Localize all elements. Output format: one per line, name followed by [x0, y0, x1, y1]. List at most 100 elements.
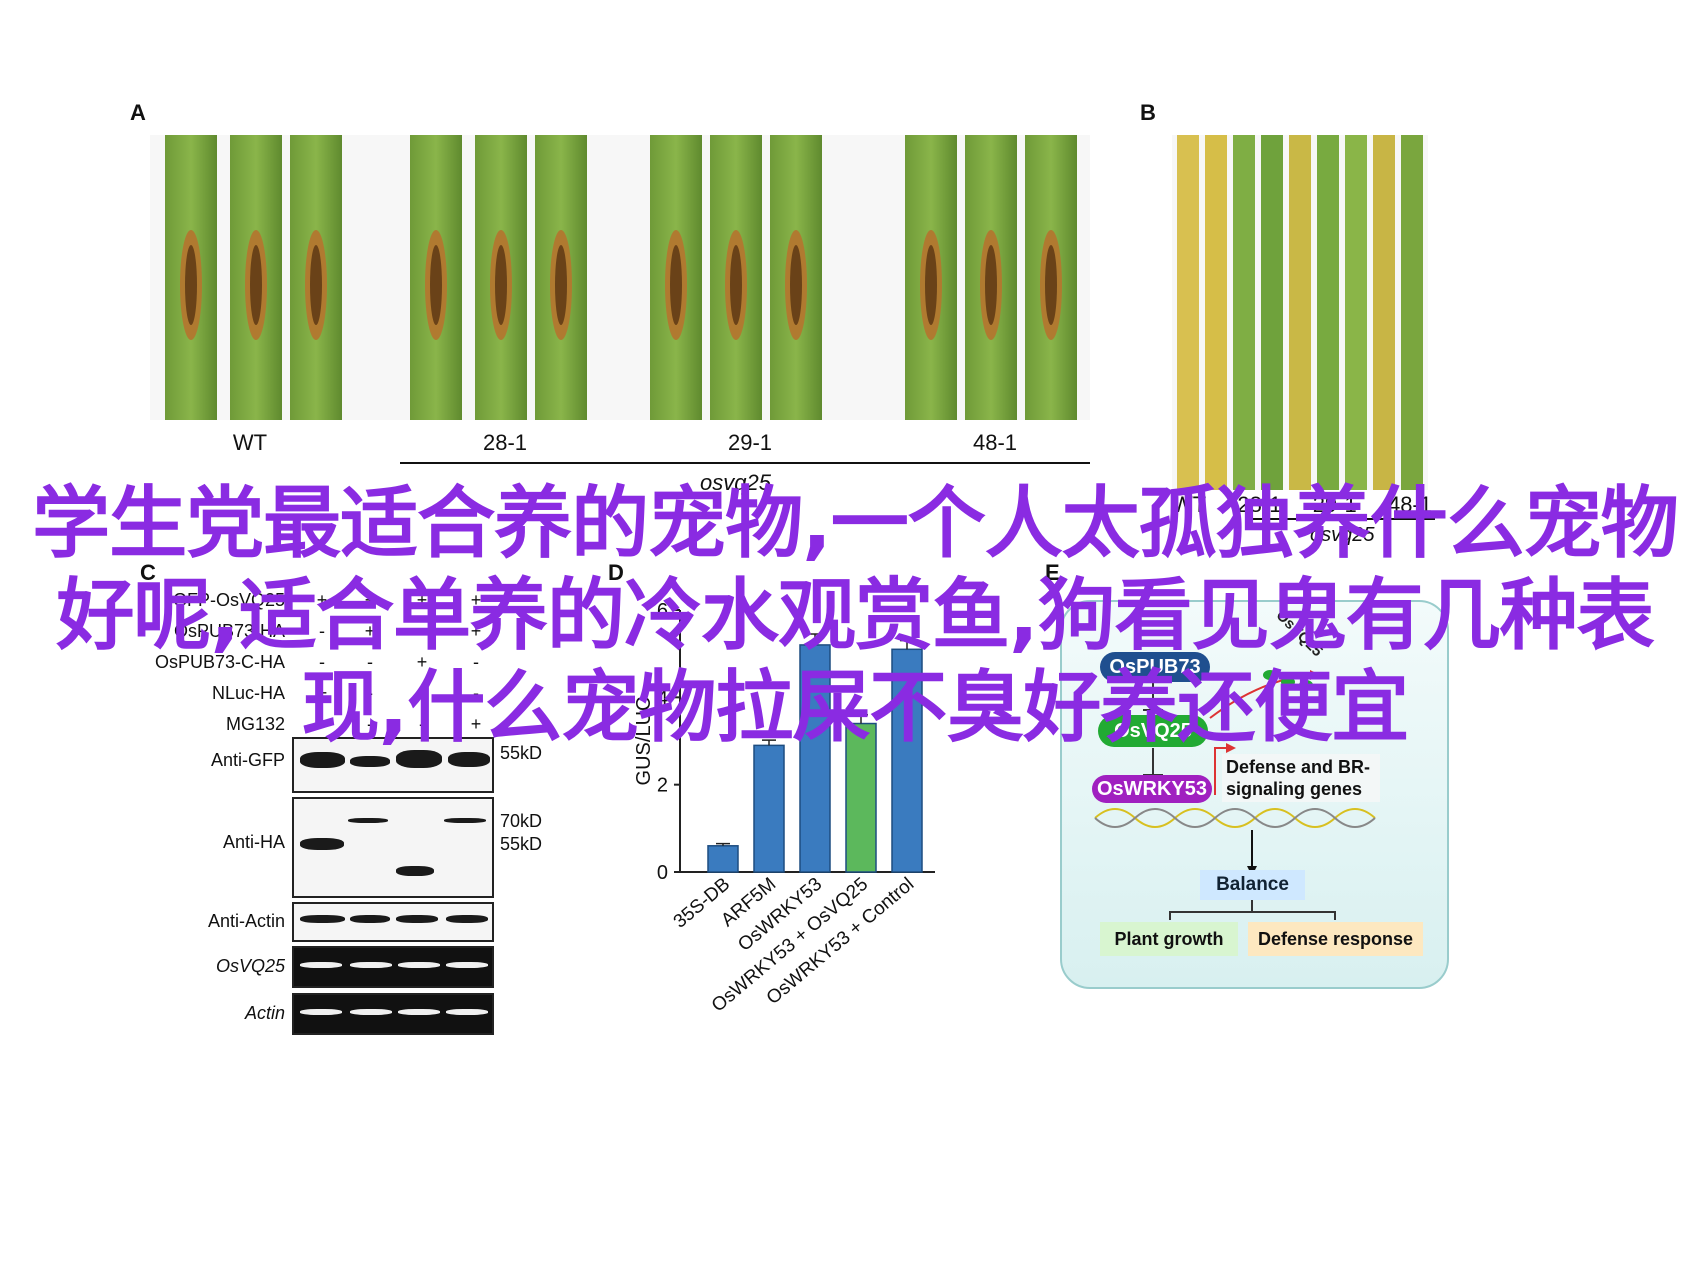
panel-label-c: C: [140, 560, 156, 585]
blot-band: [300, 838, 344, 850]
bar: [753, 744, 785, 873]
leaf-group-label-28-1: 28-1: [482, 430, 528, 455]
bar: [891, 648, 923, 873]
leaf-photo-b: [1172, 135, 1428, 490]
lesion-core: [730, 245, 742, 325]
marker-55kd-ha: 55kD: [500, 834, 543, 854]
blot-label-anti-gfp: Anti-GFP: [210, 750, 285, 770]
treatment-sign: +: [316, 683, 328, 703]
leaf-b: [1289, 135, 1311, 490]
treatment-sign: -: [319, 621, 325, 641]
blot-band: [396, 750, 442, 768]
blot-band: [350, 756, 390, 767]
blot-band: [446, 1009, 488, 1015]
node-defense-response: Defense response: [1248, 922, 1423, 956]
leaf-b: [1233, 135, 1255, 490]
group-label-osvq25-a: osvq25: [700, 470, 771, 495]
node-target-genes: Defense and BR-signaling genes: [1222, 754, 1380, 802]
leaf-b: [1373, 135, 1395, 490]
treatment-sign: -: [419, 714, 425, 734]
lesion-core: [985, 245, 997, 325]
treatment-sign: -: [367, 652, 373, 672]
leaf-b: [1345, 135, 1367, 490]
treatment-label: OsPUB73-C-HA: [154, 652, 285, 672]
treatment-sign: +: [416, 590, 428, 610]
treatment-sign: +: [364, 621, 376, 641]
treatment-label: MG132: [225, 714, 285, 734]
treatment-label: NLuc-HA: [211, 683, 285, 703]
lesion-core: [925, 245, 937, 325]
lesion-core: [250, 245, 262, 325]
blot-band: [300, 1009, 342, 1015]
treatment-label: GFP-OsVQ25: [172, 590, 285, 610]
node-ospub73: OsPUB73: [1100, 652, 1210, 682]
leaf-b: [1205, 135, 1227, 490]
leaf-group-label-48-1: 48-1: [972, 430, 1018, 455]
group-label-osvq25-b: osvq25: [1310, 524, 1375, 546]
blot-band: [448, 752, 490, 767]
treatment-sign: +: [316, 590, 328, 610]
lesion-core: [310, 245, 322, 325]
leaf-b-label-28-1: 28-1: [1237, 492, 1282, 517]
treatment-sign: -: [473, 683, 479, 703]
blot-band: [398, 962, 440, 968]
treatment-label: OsPUB73-HA: [173, 621, 285, 641]
node-oswrky53: OsWRKY53: [1092, 775, 1212, 803]
blot-band: [348, 818, 388, 823]
lesion-core: [495, 245, 507, 325]
blot-band: [350, 962, 392, 968]
blot-band: [350, 915, 390, 923]
treatment-sign: -: [473, 652, 479, 672]
y-tick-label: 2: [657, 775, 668, 797]
blot-band: [396, 915, 438, 923]
lesion-core: [1045, 245, 1057, 325]
leaf-b: [1177, 135, 1199, 490]
gel-label-osvq25: OsVQ25: [215, 956, 285, 976]
leaf-photo-b-graphic: [1177, 135, 1423, 490]
treatment-sign: +: [470, 714, 482, 734]
lesion-core: [185, 245, 197, 325]
y-tick-label: 6: [657, 600, 668, 622]
leaf-b-label-29-1: 29-1: [1312, 492, 1357, 517]
group-underline-a: [400, 462, 1090, 464]
blot-band: [398, 1009, 440, 1015]
blot-band: [444, 818, 486, 823]
treatment-sign: -: [319, 652, 325, 672]
blot-band: [350, 1009, 392, 1015]
node-osvq25: OsVQ25: [1098, 715, 1208, 747]
panel-label-b: B: [1140, 100, 1156, 125]
bar: [799, 644, 831, 873]
blot-label-anti-actin: Anti-Actin: [207, 911, 285, 931]
treatment-sign: -: [367, 714, 373, 734]
treatment-sign: -: [419, 683, 425, 703]
blot-band: [300, 752, 345, 768]
treatment-sign: +: [470, 621, 482, 641]
lesion-core: [430, 245, 442, 325]
lesion-core: [555, 245, 567, 325]
leaf-group-label-wt: WT: [232, 430, 268, 455]
overlay-title: 学生党最适合养的宠物,一个人太孤独养什么宠物好呢,适合单养的冷水观赏鱼,狗看见鬼…: [32, 479, 1679, 753]
y-tick-label: 0: [657, 862, 668, 884]
leaf-photo-a: [150, 135, 1090, 420]
leaf-photo-a-graphic: [165, 135, 1077, 420]
leaf-b: [1317, 135, 1339, 490]
y-axis-label: GUS/LUC: [633, 697, 655, 786]
y-tick-label: 4: [657, 687, 668, 709]
lesion-core: [670, 245, 682, 325]
treatment-sign: -: [319, 714, 325, 734]
leaf-b-label-wt: WT: [1172, 492, 1207, 517]
panel-label-d: D: [608, 560, 624, 585]
treatment-sign: -: [367, 683, 373, 703]
blot-band: [300, 915, 345, 923]
treatment-sign: -: [419, 621, 425, 641]
marker-70kd-ha: 70kD: [500, 811, 543, 831]
lesion-core: [790, 245, 802, 325]
gel-label-actin: Actin: [244, 1003, 285, 1023]
treatment-sign: +: [470, 590, 482, 610]
panel-label-a: A: [130, 100, 146, 125]
node-balance: Balance: [1200, 870, 1305, 900]
leaf-b: [1401, 135, 1423, 490]
leaf-b: [1261, 135, 1283, 490]
treatment-sign: +: [364, 590, 376, 610]
